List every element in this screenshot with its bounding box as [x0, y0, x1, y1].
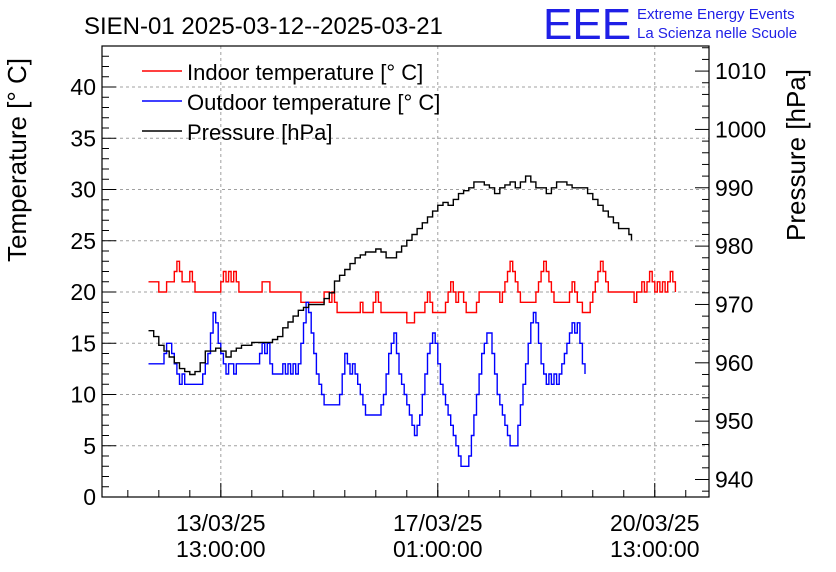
y-left-tick-label: 0 — [83, 484, 96, 510]
y-left-tick-label: 5 — [83, 433, 96, 459]
series-line-outdoor — [148, 301, 586, 467]
y-left-tick-label: 35 — [70, 125, 96, 151]
y-left-tick-label: 40 — [70, 74, 96, 100]
legend-label-pressure: Pressure [hPa] — [187, 120, 333, 145]
x-tick-date-label: 13/03/25 — [176, 510, 266, 536]
x-tick-time-label: 13:00:00 — [610, 536, 700, 562]
y-right-tick-label: 1010 — [715, 58, 766, 84]
y-left-tick-label: 10 — [70, 382, 96, 408]
y-left-tick-label: 25 — [70, 228, 96, 254]
y-left-tick-label: 30 — [70, 177, 96, 203]
chart-title: SIEN-01 2025-03-12--2025-03-21 — [84, 13, 443, 40]
legend-label-indoor: Indoor temperature [° C] — [187, 60, 423, 85]
y-right-tick-label: 960 — [715, 350, 753, 376]
y-left-tick-label: 20 — [70, 279, 96, 305]
legend: Indoor temperature [° C] Outdoor tempera… — [142, 60, 440, 145]
x-tick-time-label: 13:00:00 — [176, 536, 266, 562]
y-right-tick-label: 980 — [715, 233, 753, 259]
series-line-pressure — [148, 175, 633, 376]
axes: 0 5 10 15 20 25 30 35 40 940 950 960 970 980 990 1000 10… — [70, 47, 766, 562]
logo-line-2: La Scienza nelle Scuole — [637, 25, 797, 42]
y-axis-right-label: Pressure [hPa] — [781, 69, 811, 241]
x-tick-time-label: 01:00:00 — [393, 536, 483, 562]
y-right-tick-label: 970 — [715, 291, 753, 317]
y-right-tick-label: 940 — [715, 466, 753, 492]
y-right-tick-label: 1000 — [715, 116, 766, 142]
y-left-tick-label: 15 — [70, 330, 96, 356]
y-right-tick-label: 950 — [715, 408, 753, 434]
series-line-indoor — [148, 260, 677, 324]
series-layer — [148, 175, 677, 467]
x-tick-date-label: 20/03/25 — [610, 510, 700, 536]
eee-logo: EEE — [543, 0, 631, 49]
legend-label-outdoor: Outdoor temperature [° C] — [187, 90, 440, 115]
y-right-tick-label: 990 — [715, 175, 753, 201]
x-tick-date-label: 17/03/25 — [393, 510, 483, 536]
logo-line-1: Extreme Energy Events — [637, 6, 795, 23]
y-axis-left-label: Temperature [° C] — [2, 58, 32, 262]
